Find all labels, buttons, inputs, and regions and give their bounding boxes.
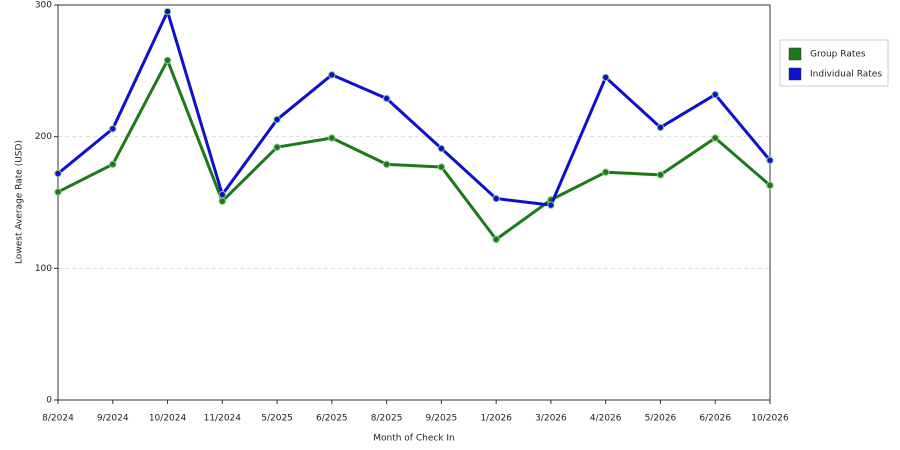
x-tick-label: 10/2024 — [149, 414, 187, 424]
legend-label: Group Rates — [810, 50, 866, 60]
data-point — [109, 160, 117, 169]
data-point — [492, 194, 500, 203]
data-point — [711, 90, 719, 99]
data-point — [273, 115, 281, 124]
data-point — [382, 160, 391, 169]
series-line — [57, 10, 772, 207]
data-point — [766, 156, 774, 165]
data-point — [601, 73, 610, 82]
data-point — [109, 125, 117, 133]
data-point — [54, 169, 62, 178]
data-point — [766, 181, 774, 190]
x-tick-label: 9/2024 — [97, 414, 129, 424]
x-tick-label: 5/2025 — [261, 414, 293, 424]
legend-swatch — [788, 67, 802, 81]
x-tick-label: 8/2024 — [42, 414, 74, 424]
data-point — [273, 143, 281, 151]
data-point — [492, 235, 500, 244]
data-point — [218, 197, 227, 205]
data-point — [547, 201, 555, 209]
data-point — [163, 56, 172, 64]
x-tick-label: 4/2026 — [590, 414, 622, 424]
data-point — [656, 123, 665, 132]
y-tick-label: 0 — [46, 396, 52, 406]
x-tick-label: 6/2025 — [316, 414, 348, 424]
series-line — [57, 58, 771, 241]
y-tick-label: 100 — [35, 264, 52, 274]
y-axis-label: Lowest Average Rate (USD) — [15, 140, 25, 264]
data-point — [218, 190, 227, 199]
plot-frame — [57, 4, 771, 401]
data-point — [54, 188, 62, 196]
data-point — [328, 134, 336, 142]
x-tick-label: 9/2025 — [426, 414, 458, 424]
x-axis-label: Month of Check In — [373, 434, 455, 444]
x-tick-label: 6/2026 — [699, 414, 731, 424]
legend-label: Individual Rates — [810, 70, 882, 80]
data-point — [437, 144, 446, 153]
data-point — [437, 163, 446, 171]
data-point — [711, 134, 719, 142]
x-tick-label: 3/2026 — [535, 414, 567, 424]
data-point — [163, 7, 172, 16]
data-point — [601, 168, 610, 176]
x-tick-label: 11/2024 — [204, 414, 242, 424]
data-point — [328, 71, 336, 79]
legend-swatch — [788, 47, 802, 61]
x-tick-label: 1/2026 — [480, 414, 512, 424]
x-tick-label: 10/2026 — [751, 414, 789, 424]
y-tick-label: 200 — [35, 132, 52, 142]
y-tick-label: 300 — [35, 1, 52, 11]
x-tick-label: 8/2025 — [371, 414, 403, 424]
data-point — [656, 171, 665, 179]
data-point — [382, 94, 391, 103]
x-tick-label: 5/2026 — [645, 414, 677, 424]
